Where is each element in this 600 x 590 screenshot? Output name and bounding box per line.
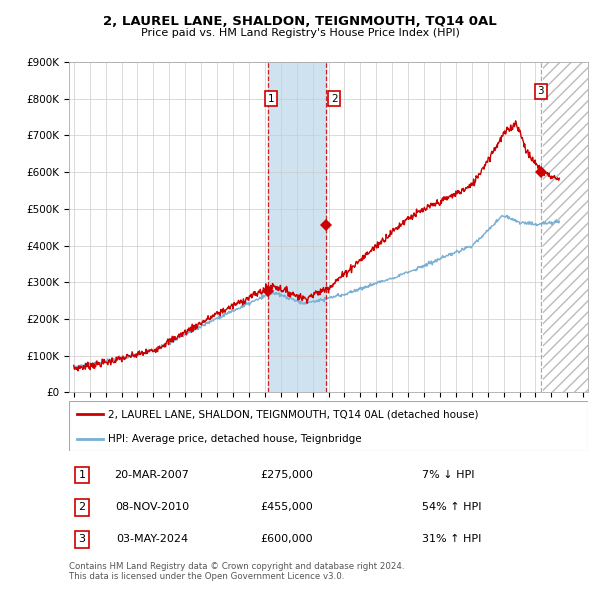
- Text: 2, LAUREL LANE, SHALDON, TEIGNMOUTH, TQ14 0AL (detached house): 2, LAUREL LANE, SHALDON, TEIGNMOUTH, TQ1…: [108, 409, 478, 419]
- Text: 3: 3: [538, 86, 544, 96]
- Text: £275,000: £275,000: [260, 470, 313, 480]
- Text: 1: 1: [268, 94, 274, 104]
- Text: Contains HM Land Registry data © Crown copyright and database right 2024.: Contains HM Land Registry data © Crown c…: [69, 562, 404, 571]
- Text: 20-MAR-2007: 20-MAR-2007: [115, 470, 190, 480]
- Text: £455,000: £455,000: [260, 503, 313, 512]
- Text: HPI: Average price, detached house, Teignbridge: HPI: Average price, detached house, Teig…: [108, 434, 362, 444]
- Text: 3: 3: [79, 535, 85, 545]
- Bar: [268, 62, 326, 392]
- Text: This data is licensed under the Open Government Licence v3.0.: This data is licensed under the Open Gov…: [69, 572, 344, 581]
- Text: 2: 2: [331, 94, 337, 104]
- Text: 7% ↓ HPI: 7% ↓ HPI: [422, 470, 475, 480]
- Text: 1: 1: [79, 470, 85, 480]
- Bar: [544, 62, 600, 392]
- Text: £600,000: £600,000: [260, 535, 313, 545]
- Text: 2: 2: [79, 503, 86, 512]
- Text: Price paid vs. HM Land Registry's House Price Index (HPI): Price paid vs. HM Land Registry's House …: [140, 28, 460, 38]
- Text: 03-MAY-2024: 03-MAY-2024: [116, 535, 188, 545]
- Text: 54% ↑ HPI: 54% ↑ HPI: [422, 503, 481, 512]
- Text: 08-NOV-2010: 08-NOV-2010: [115, 503, 189, 512]
- Text: 2, LAUREL LANE, SHALDON, TEIGNMOUTH, TQ14 0AL: 2, LAUREL LANE, SHALDON, TEIGNMOUTH, TQ1…: [103, 15, 497, 28]
- Text: 31% ↑ HPI: 31% ↑ HPI: [422, 535, 481, 545]
